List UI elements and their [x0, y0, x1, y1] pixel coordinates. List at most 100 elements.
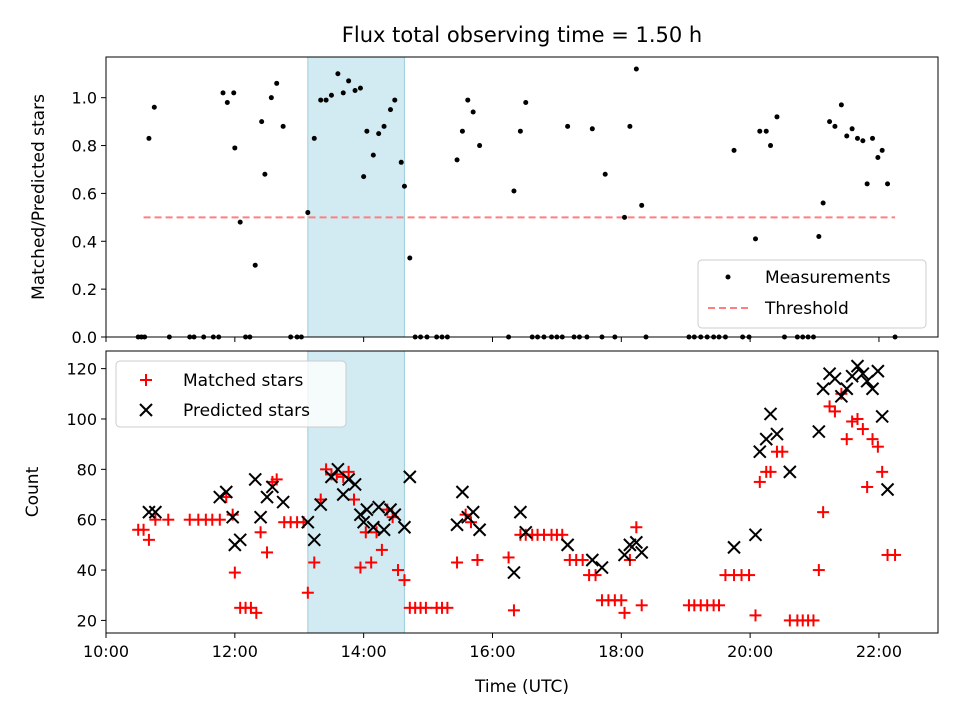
- predicted-star-point: [466, 505, 480, 519]
- bottom-ylabel: Count: [23, 466, 43, 517]
- bottom-ytick-label: 120: [66, 360, 97, 379]
- matched-star-point: [576, 553, 589, 566]
- legend-matched-marker: [140, 374, 152, 386]
- matched-star-point: [347, 493, 360, 506]
- matched-star-point: [137, 523, 150, 536]
- predicted-star-point: [840, 382, 854, 396]
- matched-star-point: [749, 609, 762, 622]
- legend-measurements-marker: [725, 274, 731, 280]
- measurement-point: [816, 233, 822, 239]
- measurement-point: [849, 126, 855, 132]
- legend-matched-label: Matched stars: [183, 371, 303, 391]
- matched-star-point: [876, 465, 889, 478]
- predicted-star-point: [595, 560, 609, 575]
- top-ylabel: Matched/Predicted stars: [29, 94, 49, 300]
- predicted-star-point: [403, 470, 417, 484]
- predicted-star-point: [871, 364, 885, 378]
- matched-star-point: [398, 574, 411, 587]
- matched-star-point: [441, 601, 454, 614]
- measurement-point: [146, 135, 152, 141]
- predicted-star-point: [834, 389, 849, 404]
- measurement-point: [870, 135, 876, 141]
- predicted-star-point: [142, 505, 156, 519]
- predicted-star-point: [307, 533, 321, 547]
- top-ytick-label: 0.6: [72, 184, 97, 203]
- top-panel: 0.0 0.2 0.4 0.6 0.8 1.0 Matched/Predicted sta…: [29, 56, 939, 347]
- matched-star-point: [861, 480, 874, 493]
- predicted-star-point: [629, 535, 644, 550]
- predicted-star-point: [634, 545, 649, 560]
- bottom-xlabel: Time (UTC): [474, 677, 569, 697]
- predicted-star-point: [816, 382, 830, 396]
- bottom-ytick-label: 40: [77, 561, 97, 580]
- matched-star-point: [889, 548, 902, 561]
- measurement-point: [311, 135, 317, 141]
- predicted-star-point: [507, 565, 521, 580]
- matched-star-point: [502, 551, 515, 564]
- bottom-ytick-label: 20: [77, 611, 97, 630]
- matched-star-point: [846, 415, 859, 428]
- predicted-star-point: [276, 495, 290, 509]
- bottom-xtick-label: 18:00: [598, 642, 644, 661]
- measurement-point: [854, 135, 860, 141]
- predicted-star-point: [233, 533, 247, 547]
- measurement-point: [259, 119, 265, 125]
- measurement-point: [838, 102, 844, 108]
- matched-star-point: [244, 601, 257, 614]
- matched-star-point: [615, 594, 628, 607]
- top-ytick-label: 0.0: [72, 328, 97, 347]
- matched-star-point: [507, 604, 520, 617]
- matched-star-point: [753, 475, 766, 488]
- matched-star-point: [807, 614, 820, 627]
- measurement-point: [639, 202, 645, 208]
- predicted-star-point: [219, 485, 233, 499]
- predicted-star-point: [828, 371, 842, 386]
- measurement-point: [220, 90, 226, 96]
- predicted-star-point: [348, 477, 362, 492]
- predicted-star-point: [253, 510, 268, 524]
- matched-star-point: [828, 405, 841, 418]
- legend-predicted-marker: [139, 403, 153, 417]
- matched-star-point: [250, 606, 263, 619]
- predicted-star-point: [314, 497, 328, 512]
- matched-star-point: [635, 599, 648, 612]
- matched-star-point: [142, 533, 155, 546]
- measurement-point: [323, 97, 329, 103]
- matched-star-point: [359, 526, 372, 539]
- matched-star-point: [812, 564, 825, 577]
- predicted-star-point: [880, 482, 895, 497]
- measurement-point: [627, 123, 633, 129]
- matched-star-point: [776, 445, 789, 458]
- matched-star-point: [228, 566, 241, 579]
- predicted-star-point: [248, 472, 262, 487]
- measurement-point: [387, 107, 393, 113]
- top-ytick-label: 0.4: [72, 232, 97, 251]
- matched-star-point: [471, 553, 484, 566]
- chart-title: Flux total observing time = 1.50 h: [342, 23, 702, 47]
- predicted-star-point: [753, 445, 767, 459]
- measurement-point: [398, 159, 404, 165]
- predicted-star-point: [860, 374, 874, 388]
- legend-predicted-label: Predicted stars: [183, 401, 310, 421]
- matched-star-point: [465, 516, 478, 529]
- predicted-star-point: [763, 407, 778, 421]
- matched-star-point: [342, 465, 355, 478]
- matched-star-point: [823, 400, 836, 413]
- top-ytick-label: 0.2: [72, 280, 97, 299]
- top-legend-box: [697, 259, 927, 329]
- measurement-point: [633, 66, 639, 72]
- matched-star-point: [365, 556, 378, 569]
- matched-star-point: [419, 601, 432, 614]
- predicted-star-point: [513, 505, 528, 519]
- bottom-ytick-label: 80: [77, 460, 97, 479]
- bottom-xtick-label: 22:00: [856, 642, 902, 661]
- matched-star-point: [856, 423, 869, 436]
- measurement-point: [262, 171, 268, 177]
- matched-star-point: [226, 508, 239, 521]
- predicted-star-point: [455, 485, 470, 499]
- predicted-star-point: [759, 432, 773, 446]
- predicted-star-point: [336, 487, 350, 502]
- bottom-ytick-label: 60: [77, 511, 97, 530]
- predicted-star-point: [865, 382, 880, 396]
